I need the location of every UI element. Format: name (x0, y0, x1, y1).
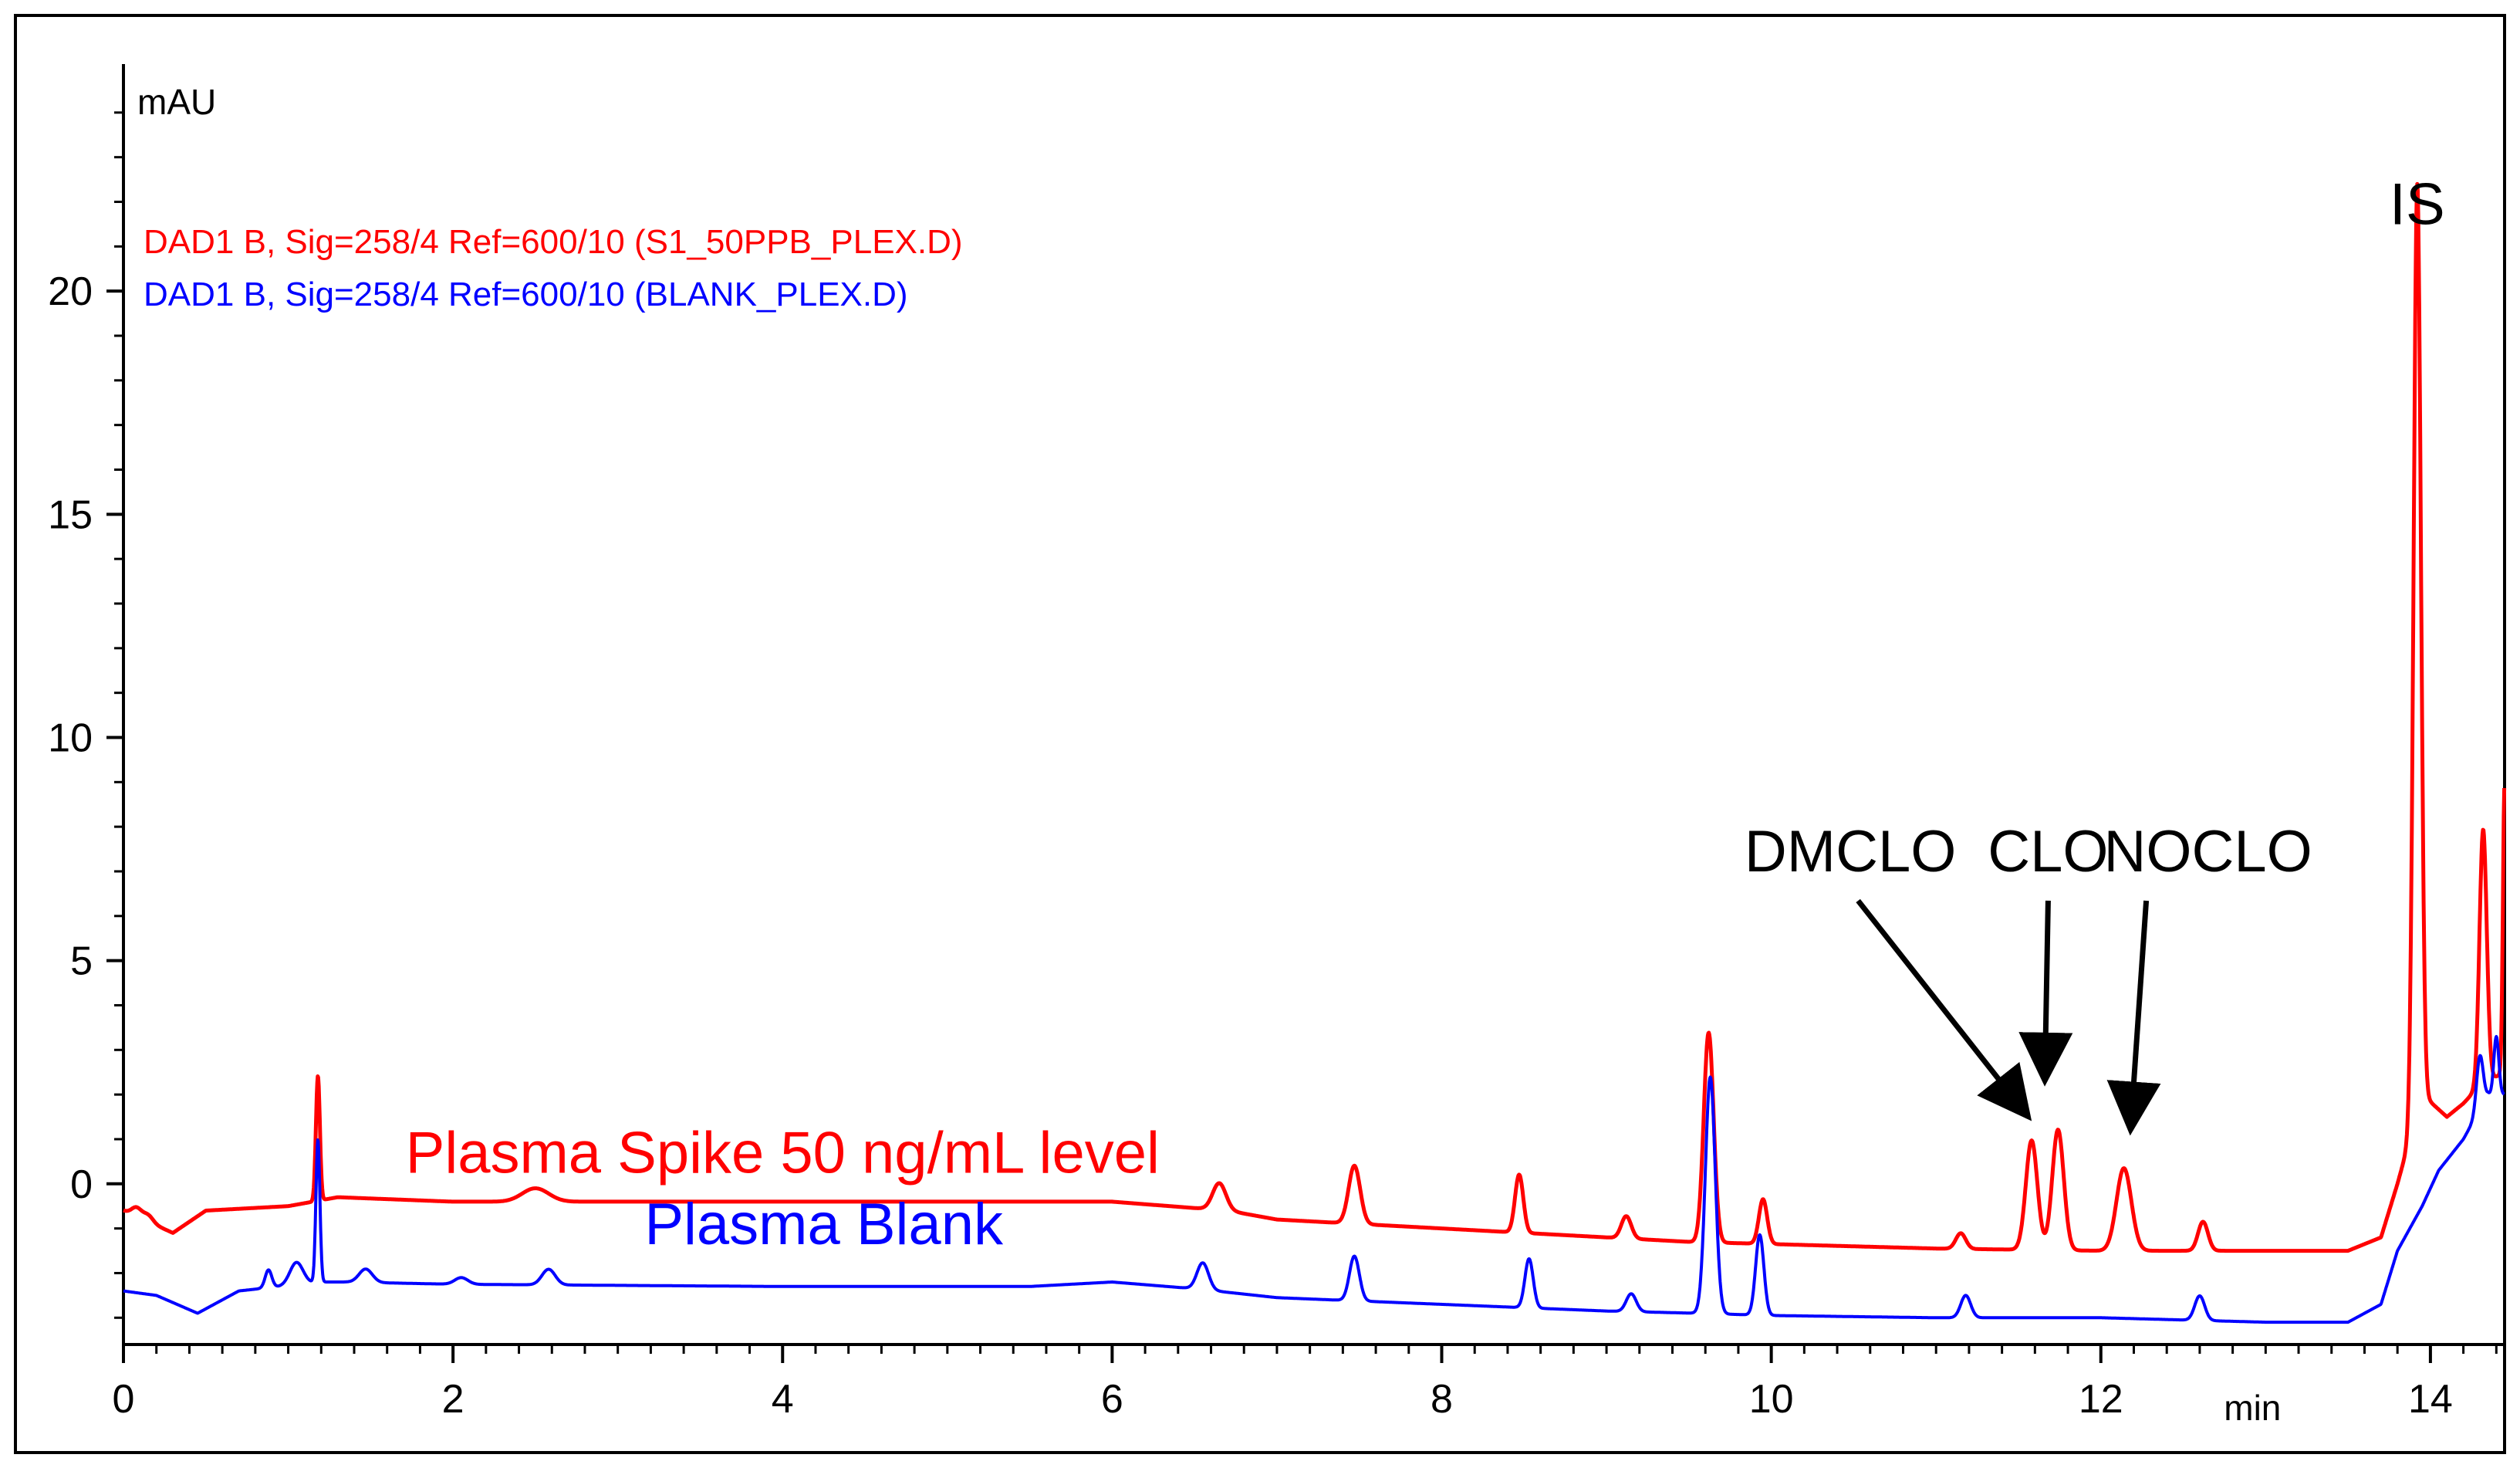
legend-entry: DAD1 B, Sig=258/4 Ref=600/10 (S1_50PPB_P… (144, 223, 963, 261)
x-axis-label: min (2224, 1388, 2281, 1428)
x-tick-label: 0 (113, 1377, 135, 1422)
y-tick-label: 0 (70, 1162, 93, 1207)
x-axis-ticks: 0 2 4 6 8 10 12 14 (113, 1345, 2498, 1422)
x-tick-label: 14 (2408, 1377, 2453, 1422)
x-tick-label: 8 (1431, 1377, 1453, 1422)
y-tick-label: 15 (48, 492, 93, 537)
y-tick-label: 20 (48, 269, 93, 314)
x-tick-label: 12 (2079, 1377, 2123, 1422)
legend: DAD1 B, Sig=258/4 Ref=600/10 (S1_50PPB_P… (144, 223, 963, 313)
y-tick-label: 5 (70, 939, 93, 984)
annotation-arrow (2106, 900, 2161, 1136)
x-tick-label: 4 (772, 1377, 794, 1422)
annotation-label: IS (2390, 171, 2445, 237)
annotation-arrow (1856, 898, 2032, 1121)
annotation-label: DMCLO (1745, 819, 1956, 885)
y-axis-ticks: 0 5 10 15 20 (48, 111, 123, 1319)
series-group (122, 181, 2507, 1324)
x-tick-label: 2 (442, 1377, 464, 1422)
x-tick-label: 10 (1749, 1377, 1794, 1422)
annotation-arrow (2018, 900, 2073, 1087)
annotation-label: Plasma Spike 50 ng/mL level (406, 1120, 1160, 1186)
y-tick-label: 10 (48, 715, 93, 760)
x-tick-label: 6 (1101, 1377, 1123, 1422)
annotation-label: Plasma Blank (644, 1192, 1004, 1257)
legend-entry: DAD1 B, Sig=258/4 Ref=600/10 (BLANK_PLEX… (144, 276, 908, 313)
series-line (122, 1035, 2505, 1324)
series-line (122, 181, 2507, 1253)
plot-frame (14, 14, 2506, 1454)
y-axis-label: mAU (137, 82, 216, 122)
annotation-label: CLO (1988, 819, 2108, 885)
annotation-label: NOCLO (2103, 819, 2312, 885)
